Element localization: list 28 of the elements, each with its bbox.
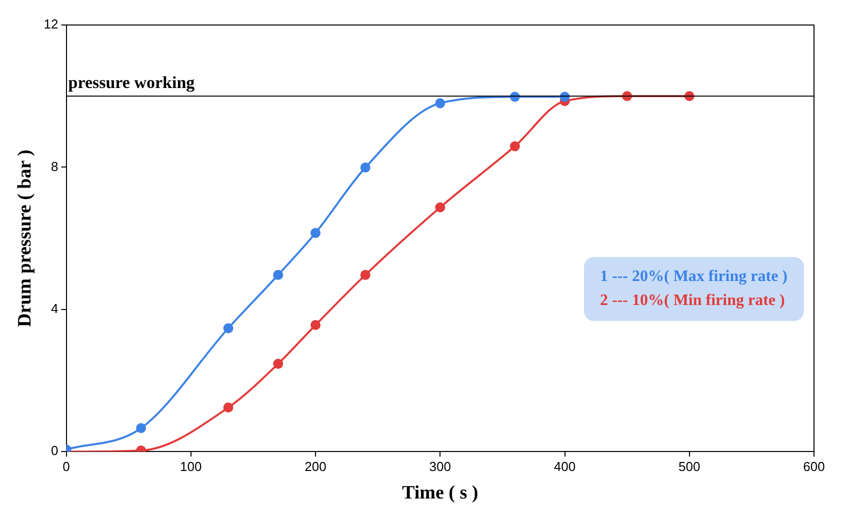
point xyxy=(435,98,446,108)
y-tick-label: 12 xyxy=(44,16,58,32)
x-tick-label: 600 xyxy=(803,458,825,474)
x-tick-label: 100 xyxy=(180,458,202,474)
x-tick-label: 300 xyxy=(429,458,451,474)
point xyxy=(360,162,370,173)
y-tick-label: 0 xyxy=(51,443,58,458)
x-tick-label: 0 xyxy=(62,458,70,474)
point xyxy=(273,358,284,369)
y-tick-label: 4 xyxy=(51,300,58,316)
y-axis-title: Drum pressure ( bar ) xyxy=(14,150,36,327)
x-axis-title: Time ( s ) xyxy=(402,482,478,504)
point xyxy=(223,323,234,334)
point xyxy=(136,423,146,434)
point xyxy=(223,402,234,413)
x-tick-label: 500 xyxy=(678,458,700,474)
point xyxy=(360,270,370,280)
point xyxy=(310,228,321,238)
ref-line-label: pressure working xyxy=(68,72,196,92)
x-tick-label: 400 xyxy=(554,458,576,474)
point xyxy=(510,141,520,152)
x-tick-label: 200 xyxy=(304,458,326,474)
text: 2 --- 10%( Min firing rate ) xyxy=(600,291,786,312)
point xyxy=(310,320,321,330)
point xyxy=(435,202,446,212)
y-tick-label: 8 xyxy=(51,158,58,174)
point xyxy=(273,270,284,280)
text: 1 --- 20%( Max firing rate ) xyxy=(600,267,788,288)
